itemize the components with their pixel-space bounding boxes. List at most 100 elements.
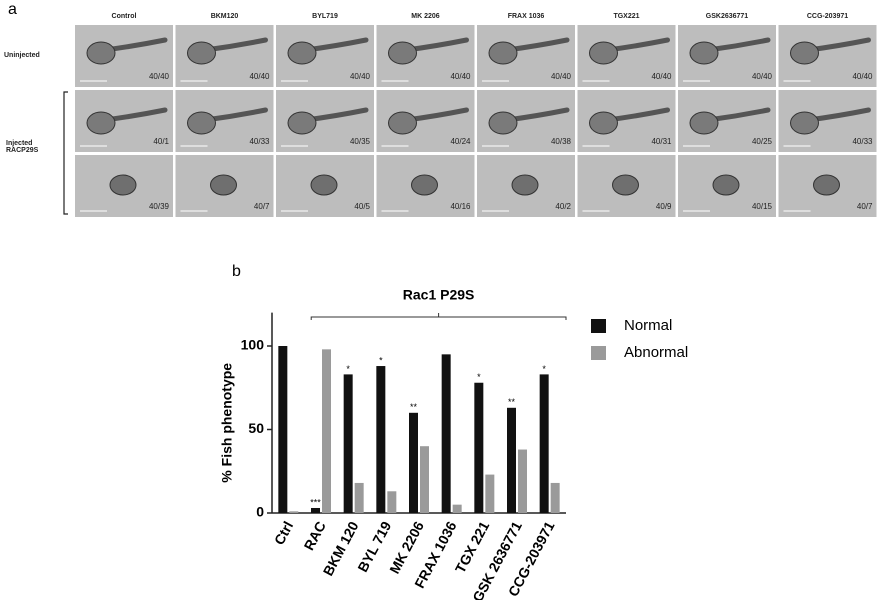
count-label: 40/35 [350,137,371,146]
y-tick-label: 100 [241,337,265,353]
fish-yolk [488,111,518,135]
y-tick-label: 50 [248,420,264,436]
count-label: 40/5 [354,202,370,211]
fish-yolk [287,111,317,135]
fish-yolk [689,41,719,65]
fish-yolk [589,111,618,135]
column-header: BKM120 [211,13,239,20]
count-label: 40/33 [852,137,873,146]
count-label: 40/40 [852,72,873,81]
fish-yolk [388,41,417,65]
bar [550,482,560,513]
bar [278,346,288,513]
bar [409,412,418,513]
fish-abnormal [411,174,438,196]
count-label: 40/40 [752,72,773,81]
count-label: 40/40 [651,72,672,81]
fish-yolk [790,41,819,65]
bar [354,482,364,513]
significance: *** [310,497,321,507]
significance: * [346,364,350,374]
count-label: 40/9 [656,202,672,211]
bar [518,449,527,513]
count-label: 40/40 [249,72,270,81]
significance: ** [410,402,418,412]
column-header: GSK2636771 [706,13,749,20]
fish-yolk [589,41,618,65]
fish-abnormal [511,174,539,196]
group-label: Rac1 P29S [403,287,475,303]
fish-yolk [187,111,216,135]
bar [539,374,549,513]
legend-swatch [591,346,606,360]
row-label: Uninjected [4,52,40,59]
significance: ** [508,397,516,407]
column-header: MK 2206 [411,13,440,20]
fish-yolk [488,41,518,65]
significance: * [477,372,481,382]
fish-abnormal [612,174,639,196]
row-label: Injected RACP29S [6,140,39,154]
count-label: 40/40 [350,72,371,81]
bar [452,504,462,513]
fish-yolk [187,41,216,65]
fish-abnormal [712,174,740,196]
count-label: 40/39 [149,202,170,211]
fish-yolk [388,111,417,135]
legend-label: Abnormal [624,344,688,361]
fish-yolk [790,111,819,135]
column-header: Control [112,13,137,20]
count-label: 40/7 [857,202,873,211]
count-label: 40/40 [149,72,170,81]
bar [387,491,397,513]
fish-abnormal [109,174,137,196]
column-header: CCG-203971 [807,13,848,20]
y-axis-label: % Fish phenotype [219,363,235,483]
column-header: BYL719 [312,13,338,20]
count-label: 40/40 [450,72,471,81]
bar [343,374,353,513]
count-label: 40/33 [249,137,270,146]
bar [311,507,320,513]
x-tick-label: RAC [301,519,329,553]
count-label: 40/7 [254,202,270,211]
bar [485,474,495,513]
bar [420,446,429,513]
bar [322,349,331,513]
fish-yolk [86,111,116,135]
bar [376,366,386,513]
group-bracket [310,313,567,320]
bar [474,382,484,513]
bar [507,407,516,513]
count-label: 40/25 [752,137,773,146]
x-tick-label: Ctrl [271,519,296,548]
bar [441,354,451,513]
fish-yolk [689,111,719,135]
count-label: 40/16 [450,202,471,211]
bar [289,511,299,513]
count-label: 40/40 [551,72,572,81]
fish-abnormal [210,174,237,196]
fish-abnormal [310,174,338,196]
column-header: TGX221 [613,13,639,20]
count-label: 40/38 [551,137,572,146]
count-label: 40/24 [450,137,471,146]
panel-label: a [8,1,17,18]
fish-abnormal [813,174,840,196]
column-header: FRAX 1036 [508,13,545,20]
y-tick-label: 0 [256,504,264,520]
fish-yolk [287,41,317,65]
legend-label: Normal [624,317,672,334]
legend-swatch [591,319,606,333]
count-label: 40/2 [555,202,571,211]
significance: * [379,355,383,365]
count-label: 40/1 [153,137,169,146]
significance: * [542,364,546,374]
count-label: 40/15 [752,202,773,211]
count-label: 40/31 [651,137,672,146]
fish-yolk [86,41,116,65]
panel-label: b [232,263,241,280]
row-bracket [63,91,68,215]
